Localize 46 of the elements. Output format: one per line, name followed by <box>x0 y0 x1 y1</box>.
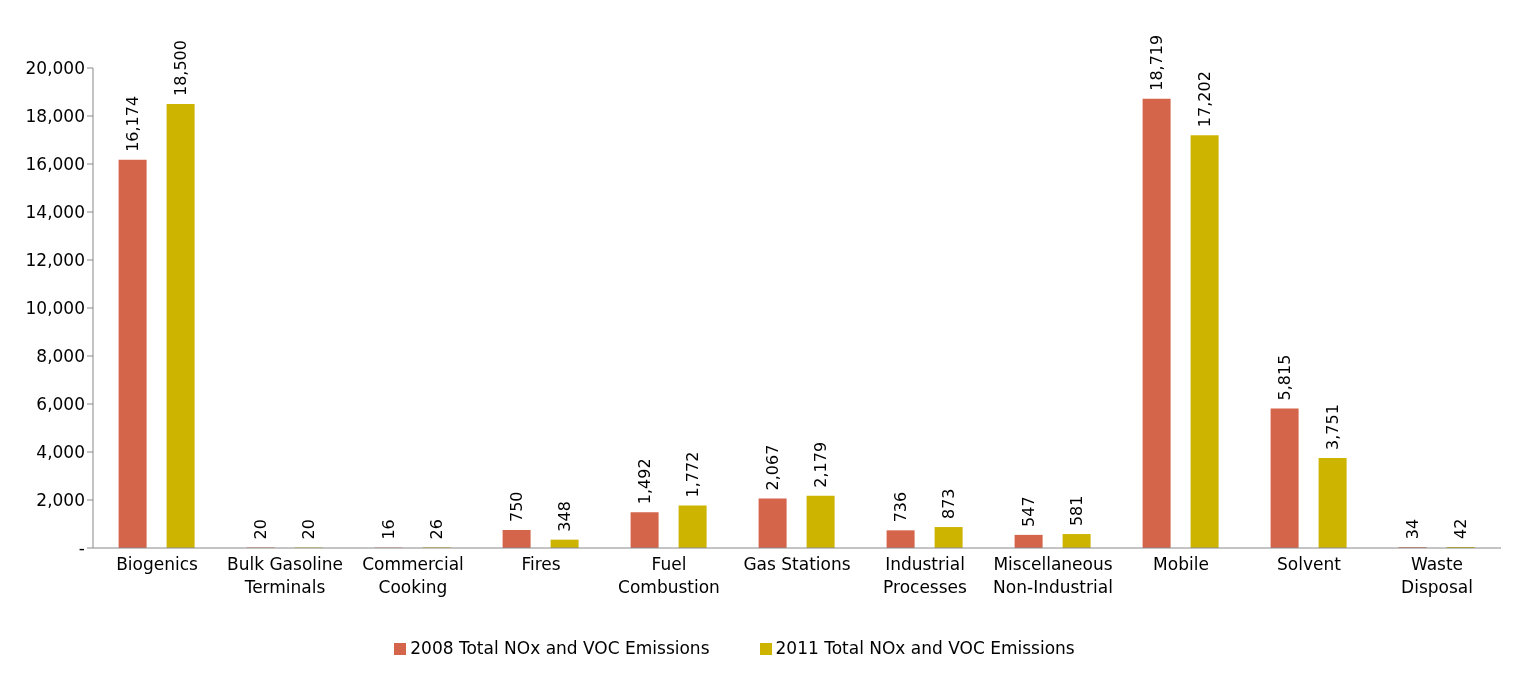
x-tick-label: Fuel Combustion <box>618 554 720 597</box>
y-tick-label: 14,000 <box>25 202 85 223</box>
data-label: 20 <box>299 519 319 540</box>
x-tick-label: Bulk Gasoline Terminals <box>227 554 343 597</box>
y-tick-label: - <box>78 538 85 559</box>
x-tick-label: Industrial Processes <box>883 554 968 597</box>
data-label: 17,202 <box>1195 71 1215 128</box>
y-tick-label: 12,000 <box>25 250 85 271</box>
x-tick-label: Mobile <box>1153 554 1209 574</box>
data-label: 42 <box>1451 518 1471 539</box>
y-tick-label: 18,000 <box>25 106 85 127</box>
data-label: 16 <box>379 519 399 540</box>
legend-label: 2008 Total NOx and VOC Emissions <box>410 638 710 658</box>
x-tick-label: Waste Disposal <box>1401 554 1473 597</box>
data-label: 34 <box>1403 518 1423 540</box>
data-label: 873 <box>939 488 959 520</box>
y-tick-label: 8,000 <box>36 346 85 367</box>
data-label: 547 <box>1019 496 1039 527</box>
y-tick-label: 4,000 <box>36 442 85 463</box>
x-tick-label: Gas Stations <box>743 554 851 574</box>
data-label: 3,751 <box>1323 404 1343 450</box>
x-tick-label: Biogenics <box>116 554 199 574</box>
data-label: 348 <box>555 501 575 532</box>
y-tick-label: 20,000 <box>25 58 85 79</box>
data-label: 750 <box>507 491 527 522</box>
data-label: 2,067 <box>763 444 783 491</box>
data-label: 736 <box>891 491 911 523</box>
legend-label: 2011 Total NOx and VOC Emissions <box>775 638 1075 658</box>
y-tick-label: 10,000 <box>25 298 85 319</box>
x-tick-label: Commercial Cooking <box>362 554 464 597</box>
data-label: 1,772 <box>683 451 703 498</box>
data-label: 26 <box>427 519 447 540</box>
x-tick-label: Miscellaneous Non-Industrial <box>993 554 1113 597</box>
data-label: 16,174 <box>123 95 143 152</box>
data-label: 581 <box>1067 495 1087 527</box>
data-label: 18,719 <box>1147 34 1167 91</box>
data-label: 1,492 <box>635 458 655 505</box>
data-label: 20 <box>251 519 271 540</box>
data-label: 2,179 <box>811 441 831 488</box>
y-tick-label: 16,000 <box>25 154 85 175</box>
y-tick-label: 2,000 <box>36 490 85 511</box>
data-label: 18,500 <box>171 40 191 96</box>
y-tick-label: 6,000 <box>36 394 85 415</box>
x-tick-label: Fires <box>521 554 561 574</box>
x-tick-label: Solvent <box>1277 554 1342 574</box>
data-label: 5,815 <box>1275 354 1295 401</box>
